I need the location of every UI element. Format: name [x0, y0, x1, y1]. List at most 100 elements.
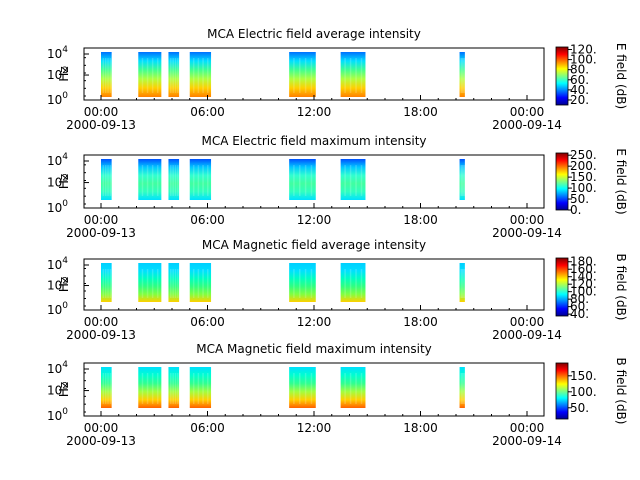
data-texture — [170, 269, 172, 298]
panel-3: MCA Magnetic field average intensity1001… — [47, 238, 628, 342]
y-tick-label: 100 — [47, 407, 68, 423]
y-axis-label: Hz — [57, 277, 71, 292]
data-texture — [360, 269, 363, 298]
y-axis-label: Hz — [57, 174, 71, 189]
data-texture — [293, 165, 295, 196]
colorbar-tick-label: 40. — [570, 83, 589, 97]
data-texture — [156, 373, 159, 404]
data-texture — [310, 269, 313, 298]
data-texture — [355, 58, 357, 93]
colorbar — [555, 257, 569, 317]
data-texture — [177, 269, 179, 298]
data-texture — [463, 269, 466, 298]
y-tick-label: 104 — [47, 360, 68, 376]
data-block — [138, 52, 162, 97]
data-block — [459, 159, 465, 200]
colorbar-label: B field (dB) — [614, 358, 628, 425]
panel-4: MCA Magnetic field maximum intensity1001… — [47, 342, 628, 448]
colorbar-tick-label: 20. — [570, 93, 589, 107]
y-tick-label: 104 — [47, 152, 68, 168]
data-texture — [172, 373, 174, 404]
data-texture — [177, 373, 179, 404]
x-tick-label: 12:00 — [297, 315, 332, 329]
data-texture — [174, 269, 177, 298]
data-block — [289, 367, 316, 408]
data-texture — [151, 269, 154, 298]
x-tick-label: 00:00 — [510, 105, 545, 119]
x-tick-label: 12:00 — [297, 105, 332, 119]
x-tick-label: 00:00 — [510, 213, 545, 227]
y-tick-base: 10 — [47, 176, 62, 190]
data-texture — [172, 58, 174, 93]
data-texture — [170, 58, 172, 93]
data-texture — [197, 373, 200, 404]
data-texture — [349, 165, 352, 196]
data-texture — [146, 269, 149, 298]
data-texture — [463, 165, 466, 196]
data-block — [189, 367, 212, 408]
data-texture — [207, 165, 209, 196]
y-tick-label: 102 — [47, 382, 68, 398]
data-texture — [463, 373, 466, 404]
y-tick-base: 10 — [47, 409, 62, 423]
data-texture — [151, 373, 154, 404]
data-texture — [304, 269, 307, 298]
data-texture — [355, 373, 357, 404]
data-texture — [107, 165, 109, 196]
y-tick-label: 102 — [47, 66, 68, 82]
data-block — [101, 52, 112, 97]
y-tick-base: 10 — [47, 93, 62, 107]
y-tick-exp: 0 — [62, 91, 68, 101]
x-tick-label: 18:00 — [403, 105, 438, 119]
data-texture — [156, 269, 159, 298]
data-texture — [107, 373, 109, 404]
x-tick-label: 12:00 — [297, 213, 332, 227]
x-tick-label: 18:00 — [403, 315, 438, 329]
data-texture — [146, 58, 149, 93]
y-tick-exp: 2 — [62, 66, 68, 76]
data-texture — [202, 373, 204, 404]
data-texture — [207, 269, 209, 298]
data-texture — [192, 165, 195, 196]
colorbar — [555, 46, 569, 106]
y-tick-base: 10 — [47, 279, 62, 293]
data-texture — [146, 165, 149, 196]
colorbar-tick-label: 200. — [570, 159, 597, 173]
data-texture — [460, 269, 462, 298]
data-block — [189, 52, 212, 97]
data-block — [168, 367, 180, 408]
data-texture — [109, 58, 112, 93]
data-texture — [344, 165, 346, 196]
data-texture — [102, 58, 105, 93]
data-texture — [462, 58, 465, 93]
data-texture — [349, 373, 352, 404]
data-texture — [461, 373, 464, 404]
data-texture — [461, 58, 464, 93]
data-block — [138, 159, 162, 200]
x-tick-label: 18:00 — [403, 213, 438, 227]
data-texture — [202, 165, 204, 196]
x-tick-label: 00:00 — [84, 421, 119, 435]
data-block — [168, 263, 180, 302]
data-texture — [197, 165, 200, 196]
data-texture — [355, 165, 357, 196]
x-tick-label: 06:00 — [190, 315, 225, 329]
date-label-start: 2000-09-13 — [66, 434, 136, 448]
colorbar-tick-label: 100. — [570, 53, 597, 67]
y-tick-base: 10 — [47, 68, 62, 82]
data-texture — [304, 373, 307, 404]
data-texture — [102, 269, 105, 298]
y-tick-base: 10 — [47, 303, 62, 317]
y-tick-base: 10 — [47, 258, 62, 272]
y-tick-exp: 0 — [62, 199, 68, 209]
y-tick-base: 10 — [47, 47, 62, 61]
data-texture — [344, 269, 346, 298]
colorbar-tick-label: 250. — [570, 148, 597, 162]
x-tick-label: 00:00 — [84, 213, 119, 227]
colorbar-label: E field (dB) — [614, 148, 628, 214]
data-texture — [349, 58, 352, 93]
date-label-end: 2000-09-14 — [492, 226, 562, 240]
data-texture — [102, 165, 105, 196]
panel-title: MCA Magnetic field average intensity — [202, 238, 426, 252]
date-label-start: 2000-09-13 — [66, 328, 136, 342]
